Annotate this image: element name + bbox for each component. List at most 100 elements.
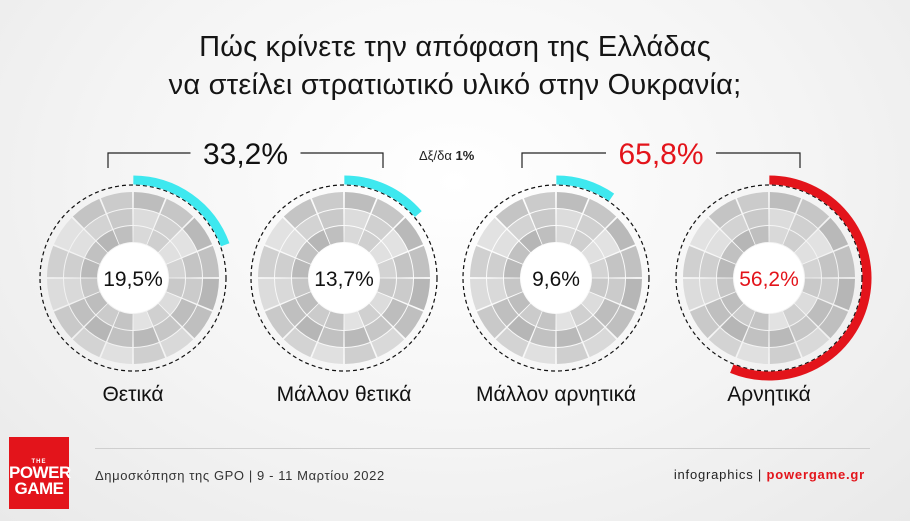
- donut-sector: [344, 192, 377, 214]
- donut-sector: [280, 229, 307, 258]
- donut-sector: [153, 214, 182, 241]
- donut-sector: [170, 298, 197, 327]
- donut-sector: [833, 278, 855, 311]
- donut-sector: [158, 292, 181, 315]
- donut-sector: [492, 298, 519, 327]
- donut-sector: [369, 241, 392, 264]
- donut-sector: [47, 245, 69, 278]
- donut-sector: [700, 278, 720, 304]
- donut-sector: [507, 214, 536, 241]
- donut-sector: [492, 229, 519, 258]
- donut-sector: [495, 328, 529, 358]
- donut-sector: [570, 230, 593, 253]
- donut-sector: [197, 245, 219, 278]
- donut-sector: [606, 217, 636, 251]
- donut-sector: [583, 198, 617, 228]
- donut-sector: [107, 209, 133, 229]
- donut-sector: [183, 305, 213, 339]
- donut-sector: [508, 241, 531, 264]
- donut-sector: [69, 298, 96, 327]
- donut-sector: [381, 298, 408, 327]
- donut-sector: [344, 226, 364, 245]
- donut-sector: [296, 241, 319, 264]
- donut-sector: [581, 292, 604, 315]
- donut-sector: [523, 192, 556, 214]
- donut-sector: [470, 278, 492, 311]
- donut-sector: [570, 303, 593, 326]
- donut-sector: [818, 278, 838, 304]
- donut-sector: [806, 229, 833, 258]
- donut-sector: [720, 315, 749, 342]
- donut-sector: [495, 198, 529, 228]
- group-total-1: 33,2%: [203, 138, 288, 171]
- donut-sector: [783, 230, 806, 253]
- donut-sector: [72, 328, 106, 358]
- group-total-2: 65,8%: [618, 138, 703, 171]
- donut-sector: [311, 192, 344, 214]
- dashed-ring-3: [462, 184, 650, 372]
- donut-hole-3: [521, 243, 591, 313]
- donut-sector: [311, 342, 344, 364]
- donut-sector: [160, 328, 194, 358]
- donut-sector: [530, 327, 556, 347]
- donut-sector: [720, 214, 749, 241]
- donut-sector: [69, 229, 96, 258]
- donut-sector: [307, 230, 330, 253]
- dashed-ring-4: [675, 184, 863, 372]
- donut-sector: [113, 226, 133, 245]
- donut-sector: [133, 192, 166, 214]
- donut-sector: [705, 298, 732, 327]
- donut-sector: [394, 217, 424, 251]
- donut-sector: [113, 311, 133, 330]
- donut-sector: [620, 278, 642, 311]
- donut-sector: [519, 230, 542, 253]
- donut-sector: [133, 327, 159, 347]
- donut-sector: [183, 217, 213, 251]
- donut-sector: [100, 192, 133, 214]
- donut-sector: [153, 315, 182, 342]
- donut-sector: [504, 258, 523, 278]
- donut-sector: [749, 226, 769, 245]
- donut-sector: [605, 252, 625, 278]
- donut-sector: [292, 258, 311, 278]
- donut-sector: [700, 252, 720, 278]
- donut-hole-4: [734, 243, 804, 313]
- donut-sector: [377, 258, 396, 278]
- title-line-2: να στείλει στρατιωτικό υλικό στην Ουκραν…: [168, 69, 742, 101]
- donut-sector: [536, 311, 556, 330]
- donut-sector: [258, 278, 280, 311]
- donut-sector: [717, 278, 736, 298]
- donut-sector: [133, 209, 159, 229]
- donut-sector: [769, 192, 802, 214]
- donut-sector: [324, 226, 344, 245]
- value-arc-3: [556, 175, 615, 202]
- donut-sector: [508, 292, 531, 315]
- donut-sector: [783, 303, 806, 326]
- logo-game: GAME: [14, 479, 65, 498]
- other-label: Δξ/δα 1%: [419, 148, 475, 163]
- donut-sector: [769, 226, 789, 245]
- value-label-2: 13,7%: [314, 268, 374, 291]
- logo-the: THE: [31, 459, 47, 465]
- donut-hole-1: [98, 243, 168, 313]
- donut-hole-2: [309, 243, 379, 313]
- donut-sector: [84, 214, 113, 241]
- donut-sector: [581, 241, 604, 264]
- donut-sector: [264, 305, 294, 339]
- donut-sector: [769, 311, 789, 330]
- chart-title: Πώς κρίνετε την απόφαση της Ελλάδας να σ…: [0, 28, 910, 104]
- donut-sector: [736, 342, 769, 364]
- donut-sector: [85, 241, 108, 264]
- footer-brand-link[interactable]: powergame.gr: [766, 467, 865, 482]
- donut-sector: [507, 315, 536, 342]
- donut-sector: [556, 311, 576, 330]
- donut-sector: [789, 315, 818, 342]
- value-arc-4: [730, 175, 872, 381]
- donut-sector: [556, 209, 582, 229]
- donut-sector: [318, 209, 344, 229]
- donut-sector: [769, 327, 795, 347]
- donut-sector: [170, 229, 197, 258]
- donut-sector: [147, 303, 170, 326]
- donut-sector: [683, 278, 705, 311]
